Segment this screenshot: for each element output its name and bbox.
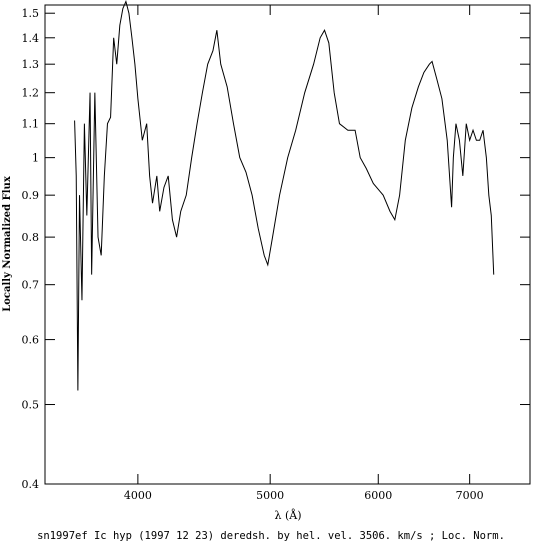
spectrum-line (74, 0, 495, 391)
plot-frame (44, 4, 531, 485)
y-tick-label: 1 (32, 152, 39, 165)
y-tick-label: 1.3 (22, 58, 40, 71)
x-tick-label: 6000 (364, 489, 392, 502)
caption: sn1997ef Ic hyp (1997 12 23) deredsh. by… (37, 530, 505, 542)
y-tick-label: 1.2 (22, 87, 40, 100)
y-tick-label: 0.8 (22, 231, 40, 244)
x-axis-label: λ (Å) (275, 508, 302, 522)
y-tick-label: 1.5 (22, 7, 40, 20)
y-tick-label: 1.4 (22, 32, 40, 45)
y-tick-label: 0.6 (22, 334, 40, 347)
x-tick-label: 7000 (456, 489, 484, 502)
y-tick-label: 1.1 (22, 118, 40, 131)
y-tick-label: 0.5 (22, 399, 40, 412)
y-tick-label: 0.9 (22, 189, 40, 202)
x-tick-label: 5000 (256, 489, 284, 502)
y-tick-label: 0.4 (22, 478, 40, 491)
x-tick-label: 4000 (124, 489, 152, 502)
y-tick-label: 0.7 (22, 279, 40, 292)
y-axis-label: Locally Normalized Flux (2, 175, 13, 312)
